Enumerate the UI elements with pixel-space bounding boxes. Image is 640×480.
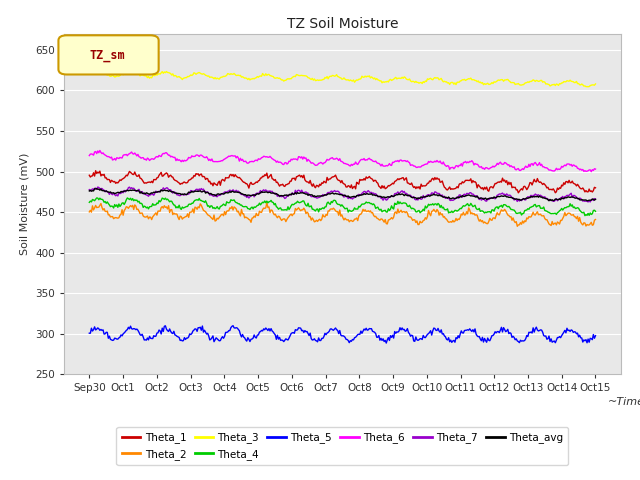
- Theta_1: [547, 186, 555, 192]
- Legend: Theta_1, Theta_2, Theta_3, Theta_4, Theta_5, Theta_6, Theta_7, Theta_avg: Theta_1, Theta_2, Theta_3, Theta_4, Thet…: [116, 427, 568, 465]
- Theta_6: [394, 157, 402, 163]
- Theta_7: [586, 199, 594, 205]
- Theta_6: [300, 154, 308, 160]
- Title: TZ Soil Moisture: TZ Soil Moisture: [287, 17, 398, 31]
- Theta_4: [370, 201, 378, 207]
- Theta_1: [458, 179, 466, 185]
- Theta_3: [370, 76, 378, 82]
- Theta_4: [591, 208, 599, 214]
- Theta_5: [383, 340, 390, 346]
- Theta_4: [546, 210, 554, 216]
- Theta_3: [584, 84, 592, 90]
- Theta_4: [581, 213, 589, 218]
- Theta_2: [458, 212, 466, 218]
- Line: Theta_4: Theta_4: [90, 198, 595, 216]
- Theta_avg: [458, 193, 466, 199]
- Theta_7: [300, 190, 308, 195]
- Theta_6: [86, 153, 93, 158]
- Theta_7: [458, 194, 466, 200]
- Theta_6: [244, 160, 252, 166]
- Theta_3: [591, 81, 599, 87]
- Theta_1: [394, 176, 402, 181]
- Theta_3: [86, 70, 93, 75]
- Theta_2: [263, 200, 271, 205]
- Theta_2: [591, 216, 599, 222]
- Theta_7: [94, 184, 102, 190]
- Line: Theta_1: Theta_1: [90, 171, 595, 193]
- Line: Theta_3: Theta_3: [90, 71, 595, 87]
- Theta_6: [591, 166, 599, 172]
- Theta_4: [394, 198, 402, 204]
- FancyBboxPatch shape: [58, 36, 159, 74]
- Theta_5: [86, 330, 93, 336]
- Line: Theta_avg: Theta_avg: [90, 189, 595, 201]
- Theta_5: [547, 336, 555, 342]
- Theta_avg: [583, 198, 591, 204]
- Theta_avg: [370, 192, 378, 198]
- Theta_avg: [86, 188, 93, 194]
- Theta_2: [394, 206, 402, 212]
- Theta_2: [86, 209, 93, 215]
- Theta_4: [244, 206, 252, 212]
- Theta_2: [243, 215, 251, 221]
- Theta_4: [93, 195, 100, 201]
- Theta_1: [92, 168, 99, 174]
- Theta_1: [86, 172, 93, 178]
- Theta_7: [244, 193, 252, 199]
- Theta_2: [513, 223, 521, 229]
- Theta_7: [591, 196, 599, 202]
- Theta_3: [394, 75, 402, 81]
- Theta_avg: [93, 186, 100, 192]
- Theta_avg: [300, 191, 308, 196]
- Theta_avg: [546, 196, 554, 202]
- Theta_7: [86, 187, 93, 192]
- Theta_3: [97, 68, 105, 74]
- Theta_1: [591, 185, 599, 191]
- Theta_4: [300, 198, 308, 204]
- Theta_5: [460, 330, 467, 336]
- Theta_3: [300, 73, 308, 79]
- Theta_5: [300, 330, 308, 336]
- Theta_5: [244, 335, 252, 341]
- Theta_avg: [244, 192, 252, 198]
- Theta_4: [86, 200, 93, 205]
- Text: TZ_sm: TZ_sm: [90, 48, 125, 61]
- X-axis label: ~Time: ~Time: [608, 396, 640, 407]
- Theta_6: [546, 167, 554, 173]
- Line: Theta_6: Theta_6: [90, 150, 595, 172]
- Theta_3: [546, 83, 554, 89]
- Theta_2: [370, 213, 378, 218]
- Theta_5: [370, 329, 378, 335]
- Theta_6: [458, 163, 466, 169]
- Line: Theta_2: Theta_2: [90, 203, 595, 226]
- Theta_1: [370, 179, 378, 184]
- Theta_5: [591, 333, 599, 338]
- Line: Theta_5: Theta_5: [90, 325, 595, 343]
- Theta_2: [300, 205, 308, 211]
- Theta_5: [229, 323, 237, 328]
- Theta_6: [370, 158, 378, 164]
- Theta_7: [394, 189, 402, 195]
- Theta_6: [96, 147, 104, 153]
- Theta_4: [458, 204, 466, 210]
- Line: Theta_7: Theta_7: [90, 187, 595, 202]
- Theta_1: [515, 190, 522, 196]
- Theta_6: [588, 169, 595, 175]
- Theta_1: [244, 182, 252, 188]
- Y-axis label: Soil Moisture (mV): Soil Moisture (mV): [20, 153, 29, 255]
- Theta_1: [300, 172, 308, 178]
- Theta_avg: [591, 196, 599, 202]
- Theta_3: [244, 77, 252, 83]
- Theta_7: [370, 190, 378, 196]
- Theta_7: [546, 197, 554, 203]
- Theta_3: [458, 77, 466, 83]
- Theta_2: [547, 223, 555, 228]
- Theta_5: [395, 328, 403, 334]
- Theta_avg: [394, 192, 402, 198]
